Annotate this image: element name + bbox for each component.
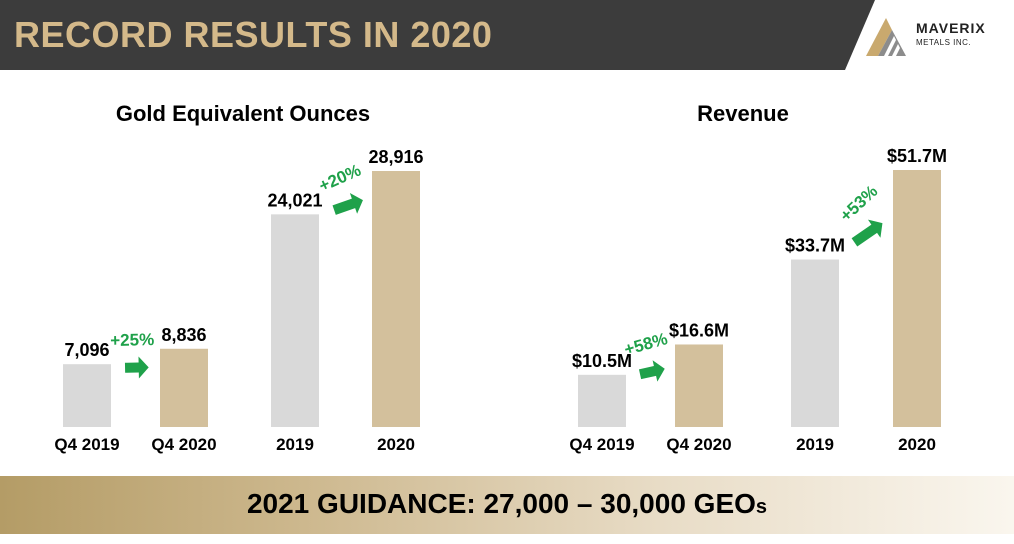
- chart-title-revenue: Revenue: [697, 101, 789, 126]
- bar: [372, 171, 420, 427]
- mountain-logo-icon: [866, 18, 906, 56]
- data-label: 8,836: [161, 325, 206, 345]
- growth-arrow-shape: [851, 219, 883, 247]
- tick-label: Q4 2020: [151, 435, 216, 454]
- growth-arrow: [851, 219, 883, 247]
- bar: [578, 374, 626, 427]
- page-title: RECORD RESULTS IN 2020: [14, 14, 493, 55]
- header-band: [0, 0, 875, 70]
- growth-label: +25%: [110, 330, 154, 350]
- growth-label: +58%: [622, 329, 669, 359]
- bar: [893, 170, 941, 427]
- bar-charts: 7,096 Q4 2019 8,836 Q4 2020 24,021 2019 28,916…: [54, 146, 947, 454]
- growth-arrow: [332, 193, 363, 215]
- bar: [63, 364, 111, 427]
- growth-arrow-shape: [332, 193, 363, 215]
- tick-label: 2019: [796, 435, 834, 454]
- data-label: $10.5M: [572, 351, 632, 371]
- data-label: $16.6M: [669, 320, 729, 340]
- tick-label: Q4 2019: [569, 435, 634, 454]
- growth-arrow: [638, 360, 665, 382]
- growth-label: +53%: [836, 182, 881, 226]
- header-bar: RECORD RESULTS IN 2020 MAVERIX METALS IN…: [0, 0, 1014, 70]
- guidance-text: 2021 GUIDANCE: 27,000 – 30,000 GEOs: [0, 488, 1014, 520]
- bar: [271, 214, 319, 427]
- tick-label: 2020: [377, 435, 415, 454]
- data-label: 28,916: [368, 147, 423, 167]
- growth-arrow-shape: [638, 360, 665, 382]
- growth-arrow: [124, 356, 149, 379]
- guidance-banner: 2021 GUIDANCE: 27,000 – 30,000 GEOs: [0, 476, 1014, 534]
- bar: [675, 344, 723, 427]
- growth-arrow-shape: [124, 356, 149, 379]
- data-label: $51.7M: [887, 146, 947, 166]
- logo-name: MAVERIX: [916, 20, 986, 36]
- bar: [160, 348, 208, 427]
- tick-label: Q4 2019: [54, 435, 119, 454]
- guidance-main: 2021 GUIDANCE: 27,000 – 30,000 GEO: [246, 488, 756, 519]
- data-label: 24,021: [267, 190, 322, 210]
- chart-title-ounces: Gold Equivalent Ounces: [115, 101, 371, 126]
- tick-label: 2020: [898, 435, 936, 454]
- data-label: 7,096: [64, 340, 109, 360]
- data-label: $33.7M: [785, 235, 845, 255]
- guidance-suffix: s: [755, 496, 768, 518]
- tick-label: Q4 2020: [666, 435, 731, 454]
- tick-label: 2019: [276, 435, 314, 454]
- growth-label: +20%: [316, 160, 364, 195]
- company-logo: MAVERIX METALS INC.: [862, 14, 1010, 60]
- bar: [791, 259, 839, 427]
- logo-subtitle: METALS INC.: [916, 38, 972, 47]
